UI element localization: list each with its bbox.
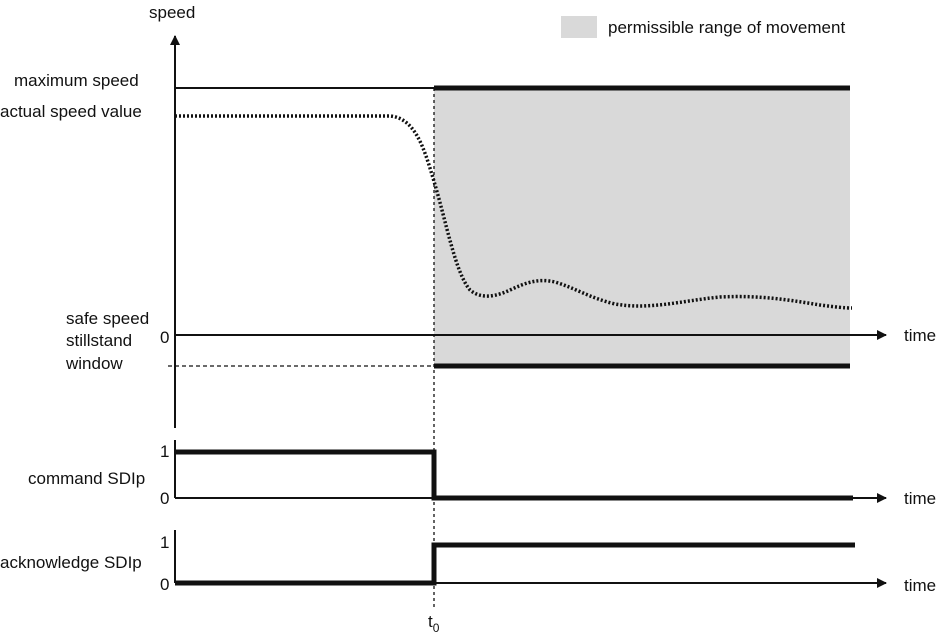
command-low-label: 0 [160,489,169,508]
command-time-label: time [904,489,936,508]
acknowledge-signal-line [175,542,855,586]
safe-speed-label: safe speed [66,309,149,328]
time-axis-speed-label: time [904,326,936,345]
command-sdip-label: command SDIp [28,469,145,488]
legend-label: permissible range of movement [608,18,845,37]
acknowledge-high-label: 1 [160,533,169,552]
acknowledge-time-label: time [904,576,936,595]
speed-axis-label: speed [149,3,195,22]
maximum-speed-label: maximum speed [14,71,139,90]
acknowledge-sdip-label: acknowledge SDIp [0,553,142,572]
stillstand-label: stillstand [66,331,132,350]
permissible-range-area [434,88,850,366]
window-label: window [65,354,123,373]
command-high-label: 1 [160,442,169,461]
t0-label: t0 [428,612,440,635]
acknowledge-low-label: 0 [160,575,169,594]
actual-speed-value-label: actual speed value [0,102,142,121]
speed-zero-label: 0 [160,328,169,347]
command-signal-line [175,449,853,501]
legend-swatch [561,16,597,38]
